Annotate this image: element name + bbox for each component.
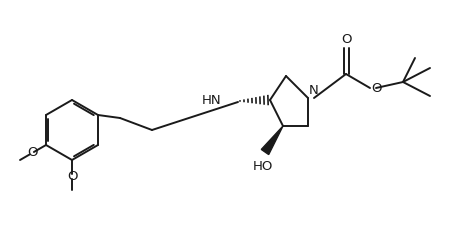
Text: O: O bbox=[27, 146, 37, 160]
Text: O: O bbox=[341, 33, 351, 46]
Text: O: O bbox=[371, 81, 382, 94]
Text: O: O bbox=[67, 170, 77, 183]
Text: N: N bbox=[309, 84, 319, 97]
Text: HO: HO bbox=[253, 160, 273, 173]
Text: HN: HN bbox=[201, 93, 221, 106]
Polygon shape bbox=[261, 126, 283, 154]
